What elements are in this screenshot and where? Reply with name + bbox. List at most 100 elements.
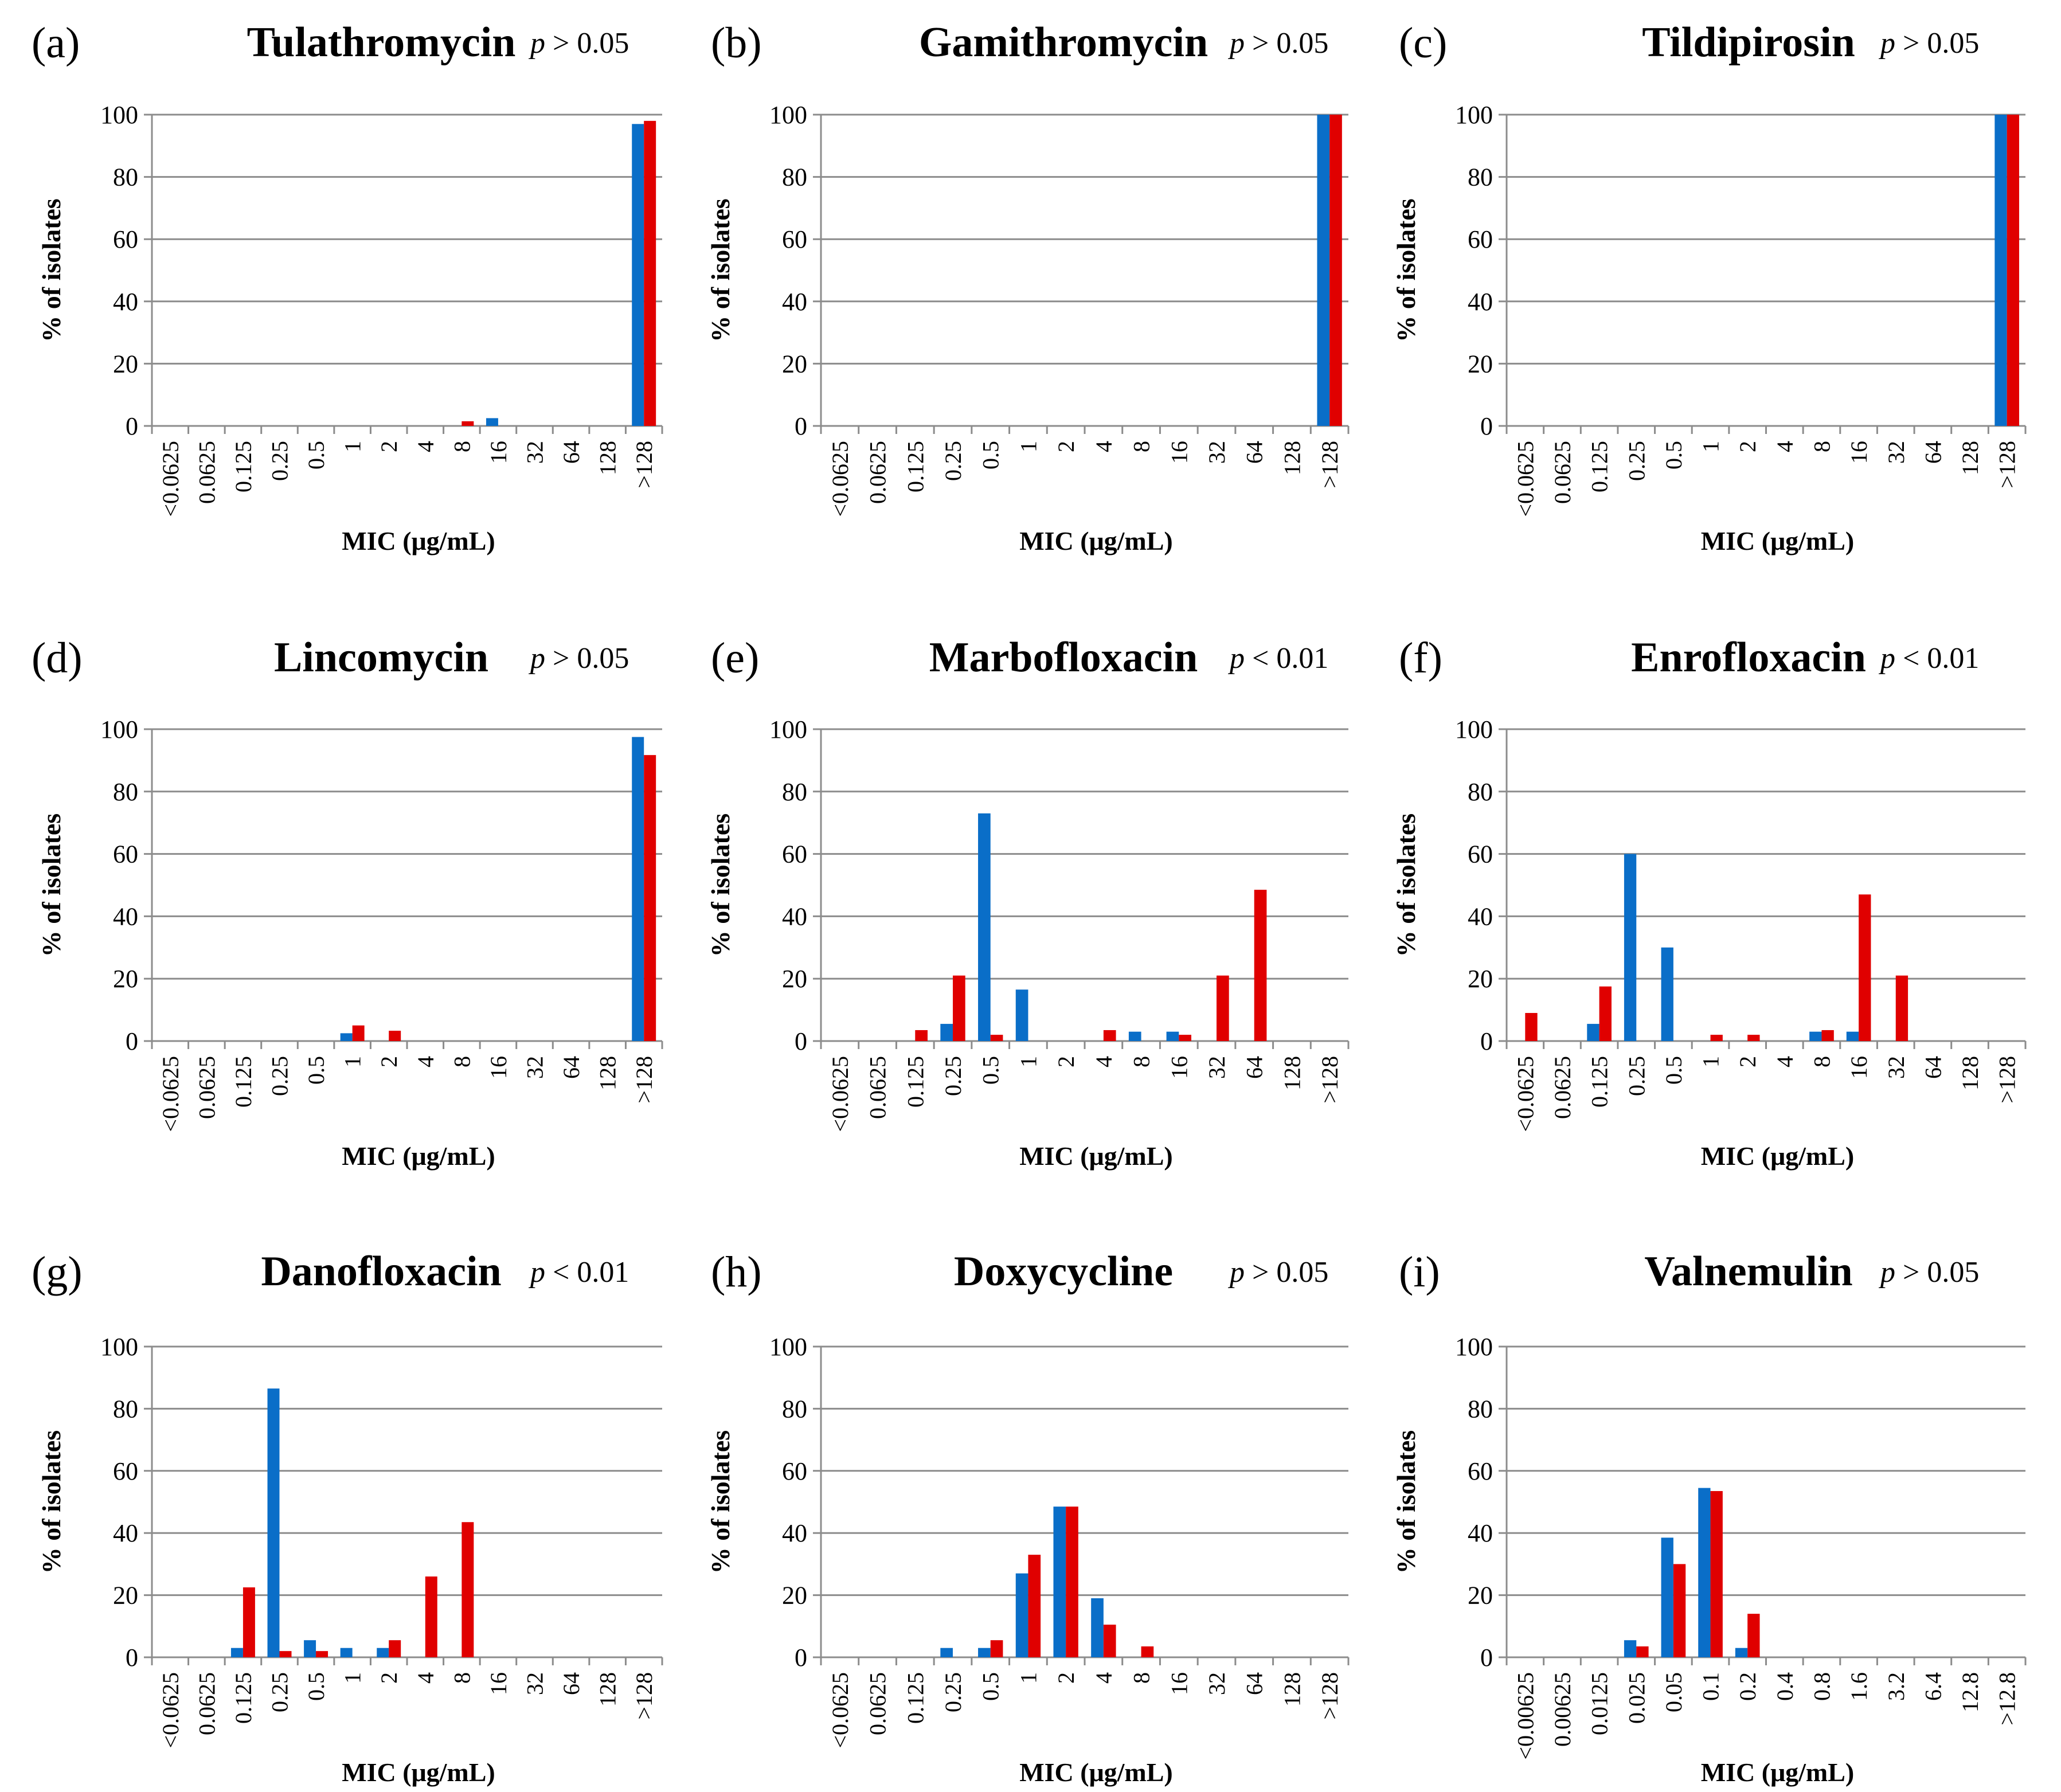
y-tick-label: 100 [769, 715, 807, 744]
y-tick-label: 40 [1468, 288, 1493, 316]
y-tick-label: 60 [113, 840, 138, 868]
x-tick-label: 2 [1053, 1056, 1079, 1067]
x-tick-label: 2 [1053, 441, 1079, 452]
y-tick-label: 20 [1468, 350, 1493, 378]
x-tick-label: 0.5 [978, 441, 1004, 469]
x-tick-label: 0.125 [902, 441, 928, 492]
p-value: p > 0.05 [1227, 1256, 1328, 1289]
y-tick-label: 0 [1480, 412, 1493, 440]
x-tick-label: >12.8 [1994, 1672, 2020, 1726]
bar-series1 [486, 418, 498, 426]
x-tick-label: 0.1 [1698, 1672, 1724, 1701]
bar-series2 [389, 1640, 401, 1657]
x-tick-label: 16 [486, 1056, 511, 1079]
x-tick-label: 0.25 [940, 441, 966, 481]
x-tick-label: 0.25 [267, 1056, 293, 1096]
x-tick-label: 64 [1242, 1056, 1268, 1079]
x-axis-label: MIC (μg/mL) [1701, 1758, 1855, 1787]
p-value-text: > 0.05 [1245, 27, 1328, 60]
y-tick-label: 100 [100, 715, 138, 744]
x-tick-label: 16 [1846, 1056, 1872, 1079]
x-tick-label: <0.0625 [1512, 1056, 1538, 1132]
panel-letter: (a) [32, 19, 80, 67]
bar-series1 [340, 1648, 353, 1657]
p-value: p > 0.05 [528, 642, 629, 675]
y-tick-label: 100 [769, 101, 807, 129]
panel-letter: (d) [32, 634, 83, 682]
x-tick-label: 0.0625 [865, 1672, 891, 1735]
bar-series1 [1661, 947, 1673, 1041]
y-tick-label: 0 [126, 412, 138, 440]
x-tick-label: 6.4 [1920, 1672, 1946, 1701]
p-value-text: < 0.01 [1895, 642, 1979, 675]
p-value-text: > 0.05 [545, 642, 629, 675]
chart-panel-e: (e) Marbofloxacin p < 0.01 0 20 40 60 80 100 <0.0… [706, 634, 1350, 1171]
x-tick-label: 12.8 [1957, 1672, 1983, 1712]
chart-panel-b: (b) Gamithromycin p > 0.05 0 20 40 60 80 100 <0.0… [706, 19, 1350, 555]
y-tick-label: 80 [113, 1395, 138, 1423]
x-tick-label: 0.5 [978, 1672, 1004, 1701]
x-tick-label: 0.25 [940, 1672, 966, 1712]
p-value: p > 0.05 [1878, 27, 1979, 60]
bar-series1 [978, 1648, 991, 1657]
p-value-symbol: p [528, 1256, 545, 1289]
x-tick-label: <0.00625 [1512, 1672, 1538, 1760]
x-tick-label: 0.4 [1772, 1672, 1798, 1701]
panel-letter: (b) [711, 19, 762, 67]
chart-panel-h: (h) Doxycycline p > 0.05 0 20 40 60 80 100 <0.062… [706, 1248, 1350, 1787]
x-tick-label: 0.125 [1587, 1056, 1613, 1108]
x-tick-label: 32 [1204, 1056, 1230, 1079]
x-tick-label: 0.0625 [865, 1056, 891, 1119]
panel-letter: (i) [1399, 1248, 1440, 1296]
y-tick-label: 60 [1468, 1457, 1493, 1485]
bar-series1 [1128, 1031, 1141, 1041]
y-tick-label: 80 [1468, 163, 1493, 191]
chart-title: Tulathromycin [247, 19, 516, 66]
y-tick-label: 60 [1468, 840, 1493, 868]
x-tick-label: 0.0625 [865, 441, 891, 504]
y-tick-label: 20 [1468, 965, 1493, 993]
chart-title: Doxycycline [954, 1248, 1173, 1295]
x-tick-label: 0.25 [1624, 1056, 1649, 1096]
bar-series1 [632, 737, 644, 1041]
bar-series2 [1859, 894, 1871, 1041]
x-tick-label: 64 [1920, 1056, 1946, 1079]
x-axis-label: MIC (μg/mL) [1701, 526, 1855, 555]
x-tick-label: 128 [1279, 1672, 1305, 1707]
p-value: p < 0.01 [528, 1256, 629, 1289]
x-tick-label: 128 [1279, 1056, 1305, 1090]
x-tick-label: 8 [1129, 1672, 1155, 1684]
bar-series2 [1821, 1030, 1834, 1041]
x-tick-label: 32 [1883, 1056, 1909, 1079]
x-tick-label: 8 [1129, 441, 1155, 452]
x-tick-label: 0.5 [978, 1056, 1004, 1085]
bar-series2 [1141, 1646, 1154, 1657]
y-tick-label: 40 [113, 902, 138, 930]
bar-series2 [1103, 1030, 1116, 1041]
x-tick-label: 0.2 [1735, 1672, 1761, 1701]
x-axis-label: MIC (μg/mL) [1019, 526, 1173, 555]
x-tick-label: 0.5 [303, 1056, 329, 1085]
x-axis-label: MIC (μg/mL) [342, 1758, 495, 1787]
chart-panel-c: (c) Tildipirosin p > 0.05 0 20 40 60 80 100 <0.06… [1391, 19, 2027, 555]
bar-series2 [389, 1031, 401, 1041]
x-tick-label: 0.125 [230, 1672, 256, 1724]
bar-series2 [1636, 1646, 1649, 1657]
y-tick-label: 100 [1455, 101, 1493, 129]
p-value-symbol: p [1878, 27, 1895, 60]
y-tick-label: 100 [769, 1333, 807, 1361]
x-tick-label: 64 [1242, 1672, 1268, 1695]
bar-series2 [279, 1651, 292, 1657]
x-tick-label: 32 [1204, 441, 1230, 464]
y-tick-label: 100 [1455, 715, 1493, 744]
y-tick-label: 40 [113, 1519, 138, 1547]
x-tick-label: 8 [1809, 1056, 1835, 1067]
x-tick-label: 32 [522, 441, 548, 464]
chart-panel-i: (i) Valnemulin p > 0.05 0 20 40 60 80 100 <0.0062… [1391, 1248, 2027, 1787]
bar-series2 [1895, 975, 1909, 1041]
x-tick-label: <0.0625 [1512, 441, 1538, 517]
bar-series1 [1624, 854, 1637, 1041]
y-tick-label: 40 [782, 288, 807, 316]
x-tick-label: 32 [522, 1672, 548, 1695]
